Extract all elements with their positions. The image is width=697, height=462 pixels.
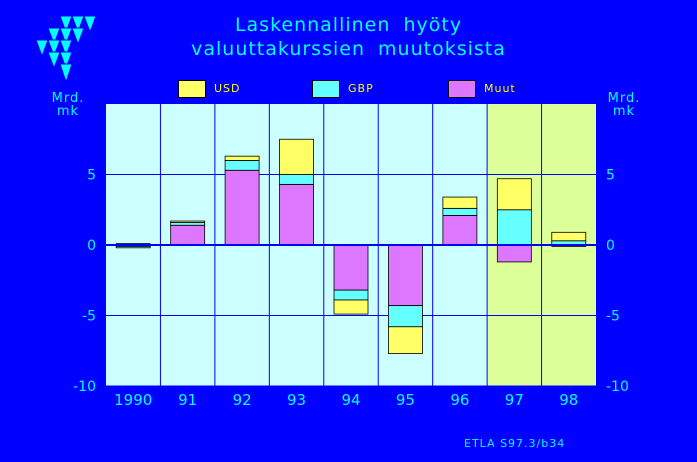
- bar-usd-97: [496, 178, 532, 211]
- y-axis-label-left: Mrd. mk: [51, 91, 85, 119]
- bar-gbp-1990: [115, 246, 151, 249]
- x-tick-label-92: 92: [233, 391, 252, 409]
- x-tick-label-96: 96: [450, 391, 469, 409]
- bar-muut-97: [496, 244, 532, 263]
- chart-title-line1: Laskennallinen hyöty: [234, 14, 463, 36]
- bar-muut-91: [170, 224, 206, 246]
- bar-usd-92: [224, 155, 260, 161]
- bar-usd-96: [442, 196, 478, 209]
- bar-gbp-93: [279, 174, 314, 185]
- y-tick-label-left: 0: [87, 238, 96, 254]
- y-tick-label-left: 5: [87, 168, 96, 184]
- bar-gbp-96: [442, 207, 478, 216]
- x-tick-label-95: 95: [396, 391, 415, 409]
- bar-muut-95: [388, 244, 423, 307]
- x-tick-label-97: 97: [505, 391, 524, 409]
- legend-swatch-muut: [448, 80, 476, 98]
- bar-usd-95: [388, 326, 423, 354]
- x-tick-label-91: 91: [178, 391, 197, 409]
- bar-usd-91: [170, 220, 206, 223]
- x-tick-label-93: 93: [287, 391, 306, 409]
- legend-label-usd: USD: [214, 82, 241, 95]
- bar-gbp-95: [388, 305, 423, 328]
- x-tick-label-98: 98: [559, 391, 578, 409]
- y-tick-label-right: -5: [606, 309, 620, 325]
- bar-muut-93: [279, 183, 314, 246]
- bar-muut-92: [224, 169, 260, 246]
- legend-swatch-usd: [178, 80, 206, 98]
- bar-gbp-91: [170, 222, 206, 226]
- x-tick-label-1990: 1990: [114, 391, 152, 409]
- y-tick-label-left: -5: [82, 309, 96, 325]
- bar-usd-93: [279, 138, 314, 175]
- y-tick-label-right: -10: [606, 379, 629, 395]
- bar-usd-98: [551, 231, 587, 242]
- source-note: ETLA S97.3/b34: [464, 437, 566, 450]
- legend-swatch-gbp: [312, 80, 340, 98]
- legend-label-gbp: GBP: [348, 82, 374, 95]
- bar-muut-96: [442, 214, 478, 246]
- y-tick-label-left: -10: [73, 379, 96, 395]
- y-tick-label-right: 0: [606, 238, 615, 254]
- chart-title-line2: valuuttakurssien muutoksista: [191, 38, 506, 60]
- bar-usd-94: [333, 299, 369, 315]
- bar-gbp-94: [333, 289, 369, 301]
- bar-gbp-92: [224, 159, 260, 171]
- x-tick-label-94: 94: [341, 391, 360, 409]
- bar-muut-94: [333, 244, 369, 291]
- logo: [35, 16, 97, 84]
- y-tick-label-right: 5: [606, 168, 615, 184]
- legend-label-muut: Muut: [484, 82, 516, 95]
- y-axis-label-right: Mrd. mk: [607, 91, 641, 119]
- bar-gbp-97: [496, 209, 532, 246]
